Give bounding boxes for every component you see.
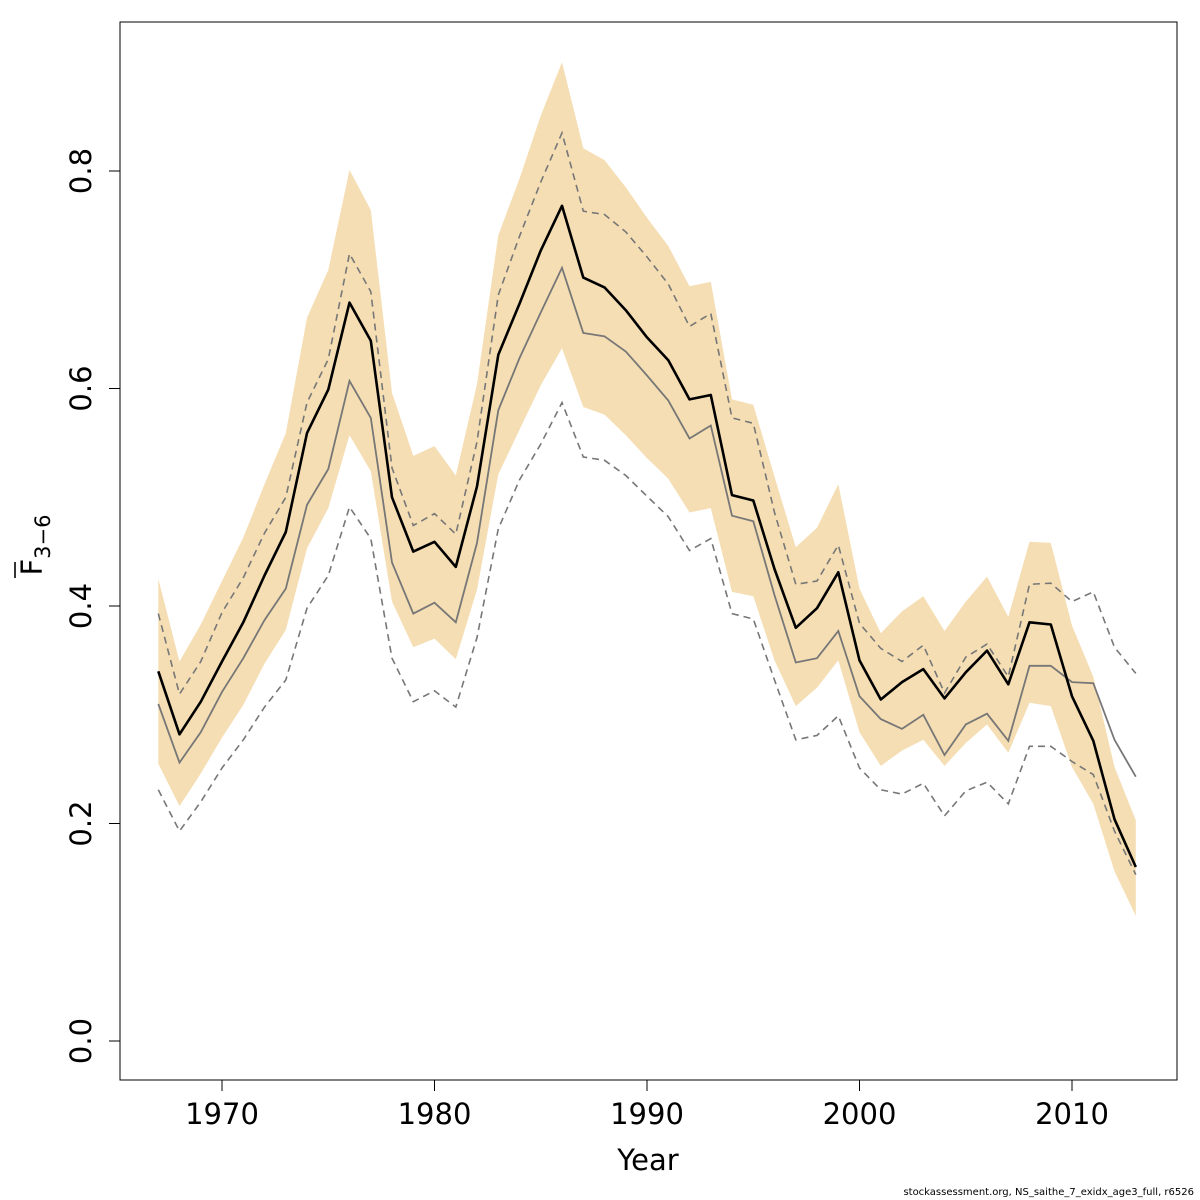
y-tick-label: 0.6: [64, 365, 98, 411]
x-tick-label: 2000: [823, 1097, 897, 1131]
x-tick-label: 2010: [1035, 1097, 1109, 1131]
y-tick-label: 0.4: [64, 583, 98, 629]
x-tick-label: 1970: [185, 1097, 259, 1131]
comparison-estimate-line: [157, 265, 1137, 778]
axes: 1970 1980 1990 2000 2010 0.0 0.2 0.4 0.6 0.8 Year F…: [14, 21, 1178, 1177]
y-axis-title-main: F: [15, 559, 49, 576]
x-axis-title: Year: [616, 1143, 678, 1177]
y-tick-label: 0.8: [64, 148, 98, 194]
plot-area: [157, 62, 1137, 916]
y-tick-label: 0.2: [64, 800, 98, 846]
y-axis-title: F3−6: [14, 514, 55, 578]
y-axis-title-text: F3−6: [15, 514, 55, 575]
y-tick-label: 0.0: [64, 1018, 98, 1064]
x-tick-label: 1980: [398, 1097, 472, 1131]
estimate-line: [157, 204, 1137, 868]
comparison-lower-ci-line: [157, 400, 1137, 875]
confidence-band: [158, 62, 1136, 916]
y-axis-title-subscript: 3−6: [31, 514, 55, 558]
comparison-upper-ci-line: [157, 130, 1137, 697]
x-tick-label: 1990: [610, 1097, 684, 1131]
footer-caption: stockassessment.org, NS_saithe_7_exidx_a…: [903, 1187, 1194, 1198]
